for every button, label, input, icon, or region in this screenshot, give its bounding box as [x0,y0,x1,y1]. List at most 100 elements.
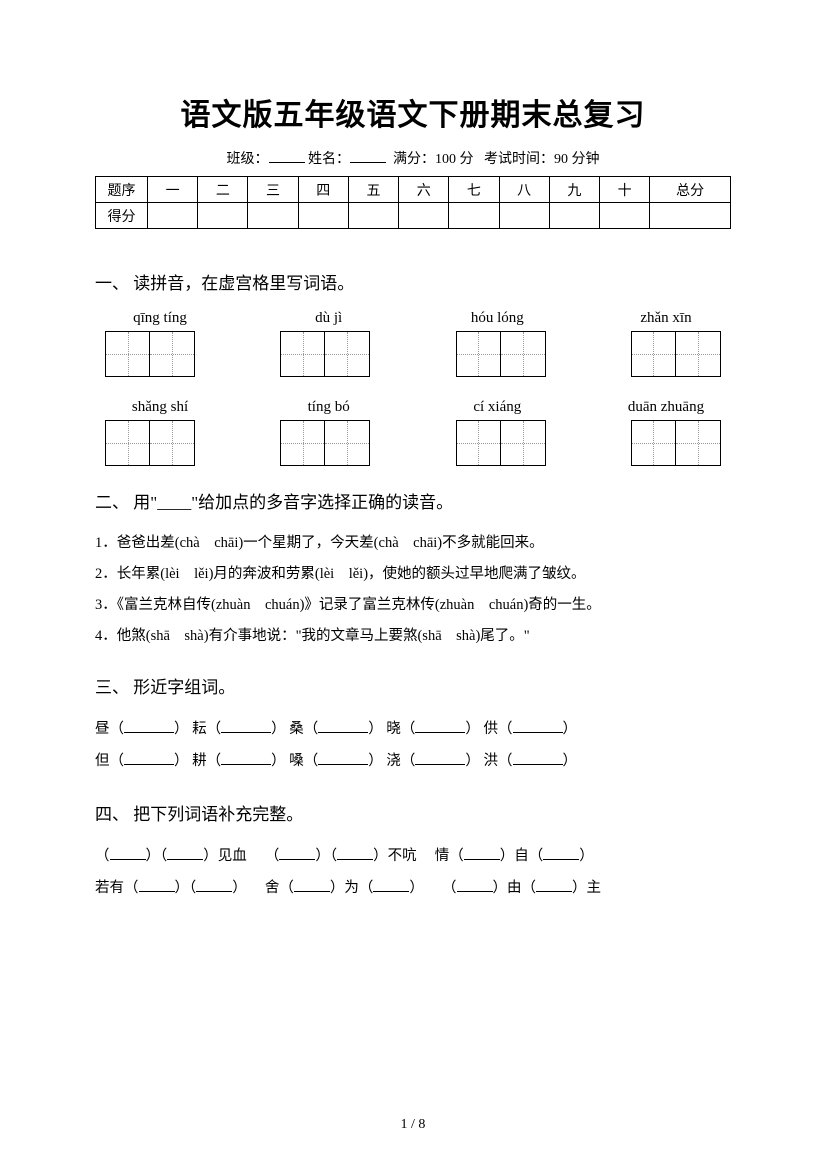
answer-blank[interactable] [536,891,572,892]
char-grid[interactable] [280,331,370,377]
section-2-heading: 二、 用"____"给加点的多音字选择正确的读音。 [95,488,731,513]
section-1-heading: 一、 读拼音，在虚宫格里写词语。 [95,269,731,294]
score-cell[interactable] [599,203,649,229]
col-header: 九 [549,177,599,203]
word-group-row: 但（） 耕（） 嗓（） 浇（） 洪（） [95,746,731,778]
answer-blank[interactable] [221,732,271,733]
pinyin-label: hóu lóng [442,310,552,327]
char-grid[interactable] [456,331,546,377]
char: 耘 [192,721,207,737]
class-blank[interactable] [269,162,305,163]
col-header: 一 [148,177,198,203]
text: 若有（ [95,880,139,896]
answer-blank[interactable] [318,732,368,733]
col-header: 三 [248,177,298,203]
score-cell[interactable] [248,203,298,229]
page-title: 语文版五年级语文下册期末总复习 [95,90,731,134]
name-blank[interactable] [350,162,386,163]
fullscore-label: 满分： [393,152,435,167]
char: 洪 [484,753,499,769]
section-4-heading: 四、 把下列词语补充完整。 [95,800,731,825]
score-table: 题序 一 二 三 四 五 六 七 八 九 十 总分 得分 [95,176,731,229]
col-header: 六 [399,177,449,203]
answer-blank[interactable] [139,891,175,892]
pinyin-label: zhǎn xīn [611,310,721,327]
answer-blank[interactable] [196,891,232,892]
idiom-row: （）（）见血 （）（）不吭 情（）自（） [95,841,731,873]
char-grid[interactable] [280,420,370,466]
text: ）自（ [500,848,544,864]
answer-blank[interactable] [415,764,465,765]
pinyin-label: cí xiáng [442,399,552,416]
text: ）由（ [493,880,537,896]
answer-blank[interactable] [415,732,465,733]
answer-blank[interactable] [167,859,203,860]
exam-info: 班级： 姓名： 满分：100 分 考试时间：90 分钟 [95,148,731,168]
pinyin-label: shǎng shí [105,399,215,416]
answer-blank[interactable] [373,891,409,892]
pinyin-label: duān zhuāng [611,399,721,416]
word-group-row: 昼（） 耘（） 桑（） 晓（） 供（） [95,714,731,746]
page-number: 1 / 8 [0,1117,826,1133]
fullscore-value: 100 分 [435,152,474,167]
char: 嗓 [289,753,304,769]
score-cell[interactable] [298,203,348,229]
score-cell[interactable] [499,203,549,229]
answer-blank[interactable] [464,859,500,860]
char: 耕 [192,753,207,769]
char-grid[interactable] [631,331,721,377]
pinyin-row-1: qīng tíng dù jì hóu lóng zhǎn xīn [95,310,731,327]
grid-row-2 [95,420,731,466]
answer-blank[interactable] [457,891,493,892]
score-cell[interactable] [650,203,731,229]
score-cell[interactable] [348,203,398,229]
time-value: 90 分钟 [554,152,600,167]
time-label: 考试时间： [484,152,554,167]
col-header: 二 [198,177,248,203]
answer-blank[interactable] [110,859,146,860]
score-cell[interactable] [148,203,198,229]
question-item: 1．爸爸出差(chà chāi)一个星期了，今天差(chà chāi)不多就能回… [95,529,731,558]
text: ）为（ [330,880,374,896]
char-grid[interactable] [456,420,546,466]
answer-blank[interactable] [124,764,174,765]
char-grid[interactable] [631,420,721,466]
score-cell[interactable] [449,203,499,229]
score-label: 得分 [96,203,148,229]
text: ） [232,880,247,896]
char-grid[interactable] [105,331,195,377]
answer-blank[interactable] [513,732,563,733]
text: 舍（ [265,880,294,896]
score-cell[interactable] [549,203,599,229]
col-header: 十 [599,177,649,203]
score-cell[interactable] [399,203,449,229]
text: ）见血 [203,848,247,864]
answer-blank[interactable] [221,764,271,765]
col-header: 七 [449,177,499,203]
answer-blank[interactable] [513,764,563,765]
char: 供 [484,721,499,737]
char: 桑 [289,721,304,737]
question-item: 2．长年累(lèi lěi)月的奔波和劳累(lèi lěi)，使她的额头过早地爬… [95,560,731,589]
pinyin-label: dù jì [274,310,384,327]
char-grid[interactable] [105,420,195,466]
answer-blank[interactable] [124,732,174,733]
text: ）（ [315,848,337,864]
char: 昼 [95,721,110,737]
text: ）不吭 [373,848,417,864]
answer-blank[interactable] [279,859,315,860]
col-header: 总分 [650,177,731,203]
table-row: 得分 [96,203,731,229]
answer-blank[interactable] [543,859,579,860]
text: ） [409,880,424,896]
text: （ [95,848,110,864]
answer-blank[interactable] [318,764,368,765]
answer-blank[interactable] [294,891,330,892]
class-label: 班级： [227,152,269,167]
answer-blank[interactable] [337,859,373,860]
text: ）主 [572,880,601,896]
char: 但 [95,753,110,769]
score-cell[interactable] [198,203,248,229]
table-row: 题序 一 二 三 四 五 六 七 八 九 十 总分 [96,177,731,203]
header-label: 题序 [96,177,148,203]
